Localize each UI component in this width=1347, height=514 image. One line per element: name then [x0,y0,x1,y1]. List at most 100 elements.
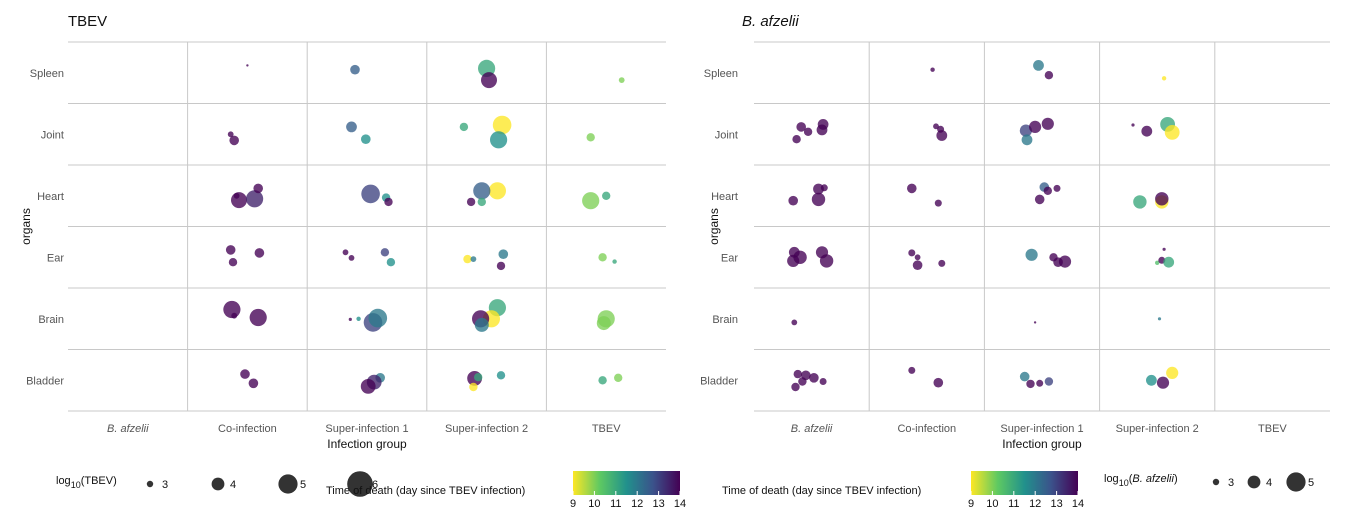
data-point [933,123,939,130]
size-legend-point [1247,475,1261,489]
data-point [1025,248,1038,261]
data-point [582,192,600,210]
data-point [796,122,806,132]
data-point [1041,117,1054,130]
colorbar-title: Time of death (day since TBEV infection) [326,485,525,497]
data-point [586,133,595,142]
data-point [496,261,506,271]
data-point [914,254,921,261]
data-point [596,316,611,331]
y-tick-ear: Ear [47,252,64,264]
data-point [348,317,352,321]
data-point [908,249,916,257]
data-point [231,312,238,319]
data-point [1033,321,1037,324]
x-axis-title: Infection group [1002,437,1082,451]
data-point [938,259,946,267]
data-point [1166,366,1179,379]
data-point [907,183,917,194]
colorbar-tick-label: 13 [652,498,664,509]
size-legend-point [211,477,225,491]
colorbar-tick-label: 12 [631,498,643,509]
legends: log10(TBEV) 3 4 5 6 log10(B. afzelii) 3 4 5 Time … [56,471,1314,510]
points-layer [223,59,625,394]
data-point [598,253,607,262]
data-point [368,308,388,328]
data-point [246,190,264,208]
data-point [618,77,625,83]
data-point [1043,186,1053,195]
y-tick-joint: Joint [41,129,64,141]
x-tick-tbev: TBEV [1258,423,1287,435]
y-tick-heart: Heart [711,191,738,203]
data-point [793,369,802,379]
data-point [228,258,238,267]
y-tick-bladder: Bladder [700,375,738,387]
y-tick-spleen: Spleen [704,68,738,80]
data-point [1033,60,1044,71]
data-point [248,378,259,389]
data-point [342,249,349,256]
size-legend-title: log10(TBEV) [56,475,117,490]
data-point [930,67,935,72]
data-point [473,182,491,200]
x-tick-super-infection-1: Super-infection 1 [325,423,408,435]
x-axis-title: Infection group [327,437,407,451]
data-point [474,317,489,332]
data-point [348,255,355,261]
data-point [912,260,923,271]
data-point [492,115,512,135]
data-point [1019,124,1032,137]
data-point [1162,247,1166,251]
data-point [1044,377,1054,386]
data-point [470,256,477,262]
data-point [1034,194,1045,205]
x-tick-super-infection-2: Super-infection 2 [1116,423,1199,435]
data-point [1164,124,1180,140]
colorbar-legend-b-afzelii: Time of death (day since TBEV infection)… [722,471,1084,510]
data-point [612,259,617,264]
colorbar-title: Time of death (day since TBEV infection) [722,485,921,497]
data-point [361,184,380,204]
data-point [1146,374,1157,386]
data-point [934,199,942,207]
data-point [1131,123,1135,127]
data-point [936,130,948,141]
data-point [1053,184,1061,192]
data-point [254,248,265,258]
data-point [1155,260,1160,265]
data-point [798,377,807,386]
size-legend-label: 5 [1308,477,1314,489]
data-point [809,373,819,383]
y-tick-brain: Brain [38,314,64,326]
data-point [819,254,834,268]
size-legend-label: 4 [1266,477,1272,489]
colorbar [573,471,680,495]
data-point [792,135,801,144]
data-point [240,369,250,379]
data-point [386,258,396,267]
x-tick-b-afzelii: B. afzelii [107,423,149,435]
data-point [481,72,497,89]
data-point [598,376,607,385]
data-point [1161,76,1167,81]
data-point [791,319,798,326]
y-tick-spleen: Spleen [30,68,64,80]
colorbar-tick-label: 10 [986,498,998,509]
data-point [488,182,506,200]
data-point [933,377,944,388]
data-point [229,135,239,146]
data-point [463,254,472,264]
data-point [225,245,236,255]
data-point [1141,125,1153,137]
y-tick-brain: Brain [712,314,738,326]
y-axis-title: organs [19,208,33,245]
data-point [1163,256,1175,268]
size-legend-label: 6 [372,479,378,491]
data-point [474,373,483,382]
panels: TBEV Spleen Joint Heart Ear Brain Bladder B. af… [19,13,1330,451]
data-point [361,134,371,144]
colorbar-tick-label: 14 [674,498,686,509]
data-point [803,127,813,136]
